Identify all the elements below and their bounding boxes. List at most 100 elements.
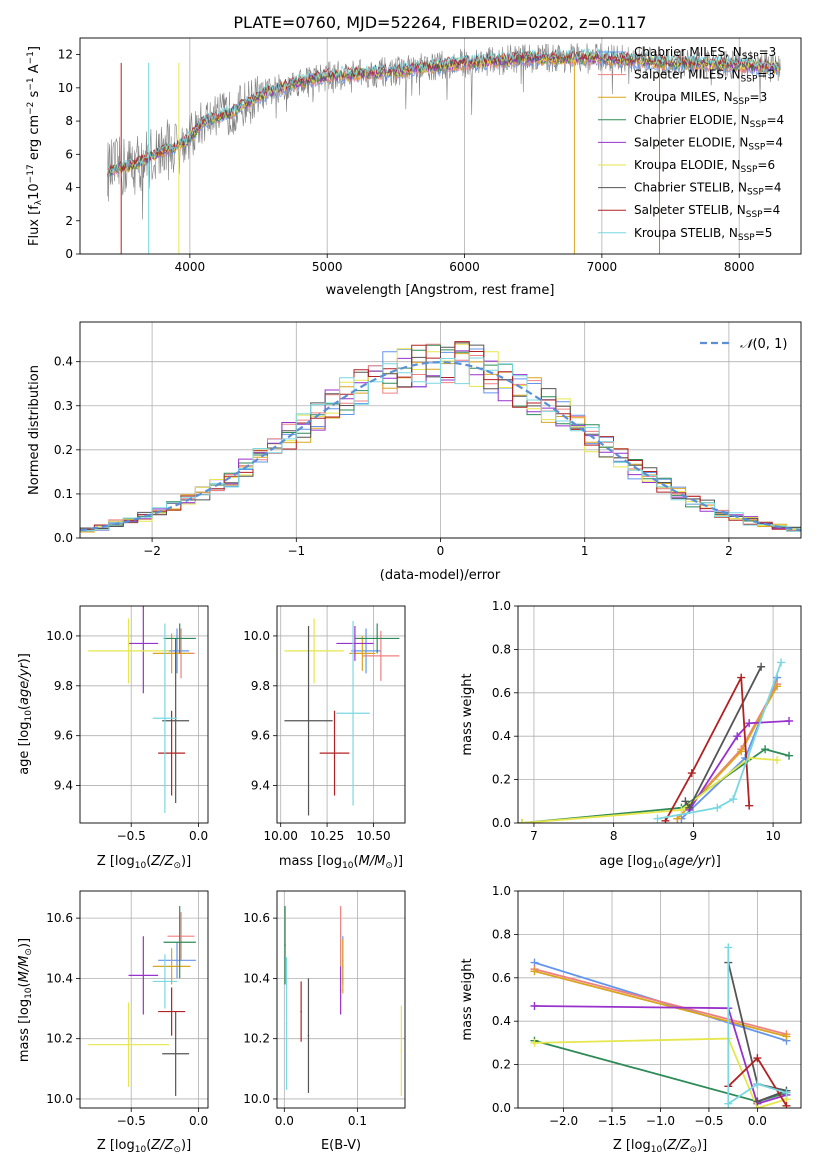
y-tick-label: 0.6 <box>492 686 511 700</box>
residual-histogram <box>80 357 801 532</box>
weight-marker <box>530 1038 539 1047</box>
legend-entry: 𝒩(0, 1) <box>740 337 787 352</box>
weight-marker <box>757 662 766 671</box>
weight-marker <box>530 1002 539 1011</box>
y-tick-label: 10.4 <box>46 971 73 985</box>
y-tick-label: 0.4 <box>492 729 511 743</box>
x-axis-label: E(B-V) <box>321 1138 361 1153</box>
x-tick-label: 0.0 <box>748 1114 767 1128</box>
plot-area-mass-metal <box>88 906 196 1096</box>
y-axis-label: Normed distribution <box>27 365 42 495</box>
weight-marker <box>745 801 754 810</box>
x-tick-label: 8000 <box>724 260 755 274</box>
axes-weight-age: 7 8 9 10 0.0 0.2 0.4 0.6 0.8 1.0 mass weight age [l… <box>460 599 802 871</box>
axes-frame <box>79 605 209 824</box>
x-axis-label: Z [log10(Z/Z⊙)] <box>97 1138 191 1155</box>
weight-marker <box>729 795 738 804</box>
y-tick-label: 0.4 <box>492 1014 511 1028</box>
x-tick-label: 0.0 <box>189 1114 208 1128</box>
x-tick-label: −2.0 <box>549 1114 578 1128</box>
x-tick-label: −0.5 <box>117 829 146 843</box>
y-tick-label: 6 <box>65 147 73 161</box>
x-tick-label: 0.0 <box>189 829 208 843</box>
weight-marker <box>530 967 539 976</box>
axes-spectrum: 4000 5000 6000 7000 8000 0 2 4 6 8 10 12 wavelength … <box>26 37 802 298</box>
y-tick-label: 9.6 <box>251 729 270 743</box>
observed-spectrum <box>107 43 781 220</box>
y-tick-label: 0.6 <box>492 971 511 985</box>
x-tick-label: 7000 <box>587 260 618 274</box>
legend-entry: Salpeter ELODIE, NSSP=4 <box>634 135 783 152</box>
y-tick-label: 10.2 <box>46 1032 73 1046</box>
y-tick-label: 0.3 <box>54 399 73 413</box>
plot-area-spectrum <box>107 43 781 254</box>
x-tick-label: 1 <box>581 544 589 558</box>
weight-marker <box>685 803 694 812</box>
y-tick-label: 9.8 <box>251 679 270 693</box>
y-tick-label: 10.4 <box>243 971 270 985</box>
plot-area-age-metal <box>88 606 196 814</box>
y-tick-label: 0.1 <box>54 487 73 501</box>
weight-line <box>521 756 778 823</box>
x-tick-label: 9 <box>690 829 698 843</box>
y-tick-label: 2 <box>65 214 73 228</box>
x-tick-label: 10.50 <box>356 829 390 843</box>
x-tick-label: 2 <box>725 544 733 558</box>
weight-marker <box>687 769 696 778</box>
weight-line <box>534 970 787 1038</box>
axes-frame <box>276 605 406 824</box>
x-tick-label: 5000 <box>312 260 343 274</box>
weight-line <box>534 1005 787 1105</box>
weight-marker <box>724 1099 733 1108</box>
weight-marker <box>518 819 526 823</box>
plot-area-mass-ebv <box>284 906 403 1096</box>
weight-marker <box>761 745 770 754</box>
x-tick-label: 0 <box>437 544 445 558</box>
weight-marker <box>653 814 662 823</box>
plot-area-residuals <box>80 341 801 533</box>
x-tick-label: 10 <box>765 829 780 843</box>
weight-marker <box>681 797 690 806</box>
weight-marker <box>661 816 670 823</box>
weight-marker <box>737 673 746 682</box>
x-tick-label: −1 <box>287 544 305 558</box>
weight-marker <box>785 751 794 760</box>
plot-area-weight-age <box>518 658 794 823</box>
weight-marker <box>753 1080 762 1089</box>
x-axis-label: (data-model)/error <box>380 568 501 583</box>
axes-frame <box>276 890 406 1109</box>
weight-marker <box>724 943 733 952</box>
x-tick-label: 7 <box>530 829 538 843</box>
y-tick-label: 0.2 <box>492 1058 511 1072</box>
y-tick-label: 0 <box>65 247 73 261</box>
axes-frame <box>517 890 802 1109</box>
x-tick-label: −2 <box>143 544 161 558</box>
weight-marker <box>737 747 746 756</box>
y-axis-label: mass [log10(M/M⊙)] <box>17 938 34 1062</box>
x-axis-label: Z [log10(Z/Z⊙)] <box>613 1138 707 1155</box>
plot-area-age-mass <box>284 618 400 816</box>
weight-marker <box>733 732 742 741</box>
y-tick-label: 9.8 <box>54 679 73 693</box>
weight-marker <box>745 719 754 728</box>
y-tick-label: 4 <box>65 181 73 195</box>
weight-line <box>534 968 787 1036</box>
y-tick-label: 0.2 <box>492 773 511 787</box>
x-tick-label: 0.0 <box>275 1114 294 1128</box>
y-tick-label: 10.0 <box>243 629 270 643</box>
legend-entry: Chabrier ELODIE, NSSP=4 <box>634 113 784 130</box>
y-tick-label: 0.0 <box>492 1101 511 1115</box>
weight-line <box>727 947 787 1106</box>
axes-weight-metal: −2.0 −1.5 −1.0 −0.5 0.0 0.0 0.2 0.4 0.6 0.8 1.0 mas… <box>460 884 802 1155</box>
legend-entry: Chabrier STELIB, NSSP=4 <box>634 181 782 198</box>
weight-marker <box>782 1088 791 1097</box>
axes-age-mass: 10.00 10.25 10.50 9.4 9.6 9.8 10.0 mass [log10(… <box>243 605 406 871</box>
x-axis-label: mass [log10(M/M⊙)] <box>279 854 403 871</box>
gaussian-reference <box>80 360 801 532</box>
weight-line <box>664 674 751 822</box>
y-axis-label: mass weight <box>460 673 475 755</box>
y-tick-label: 8 <box>65 114 73 128</box>
weight-line <box>688 720 790 811</box>
weight-marker <box>753 1097 762 1106</box>
y-tick-label: 9.4 <box>54 779 73 793</box>
